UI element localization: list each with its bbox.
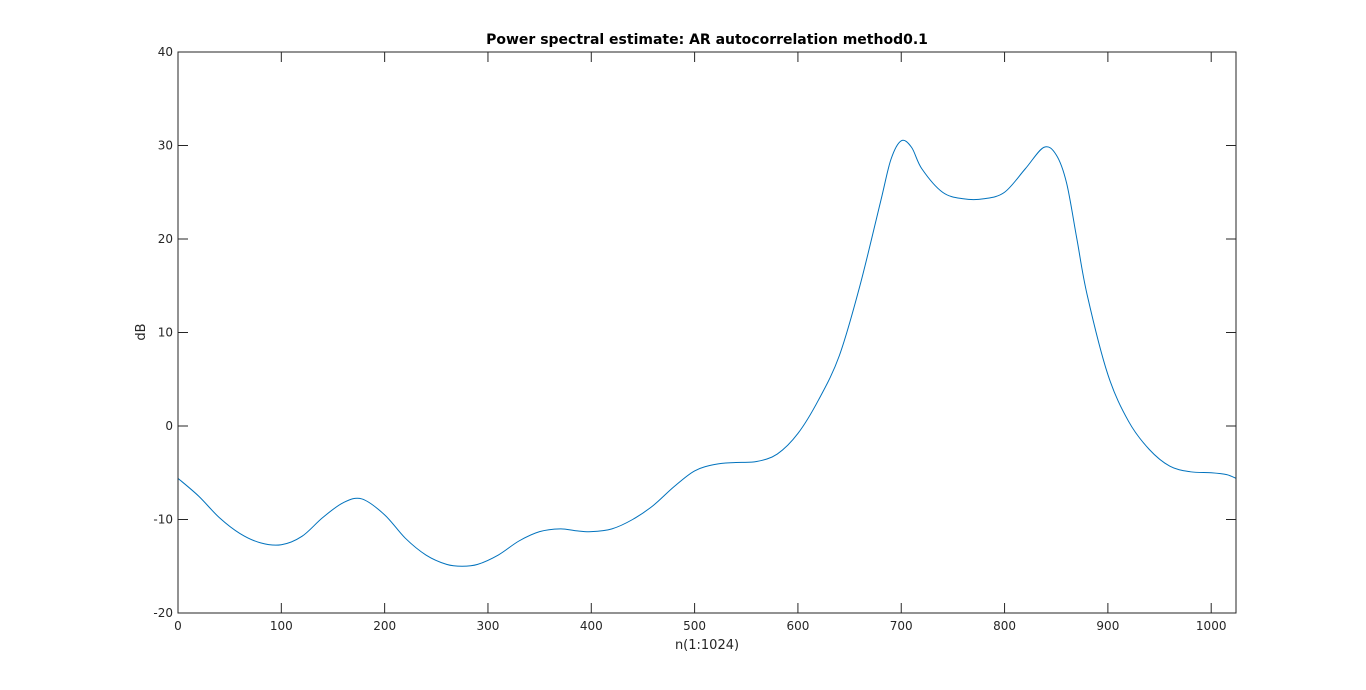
plot-area [178,52,1236,613]
x-tick-label: 500 [683,619,706,633]
y-tick-label: 30 [158,139,173,153]
y-tick-label: -10 [153,513,173,527]
x-axis-label: n(1:1024) [675,638,739,653]
x-tick-label: 300 [477,619,500,633]
y-tick-label: 20 [158,232,173,246]
series-line [177,139,1237,567]
x-tick-label: 1000 [1196,619,1227,633]
axes-box [177,51,1237,614]
y-tick-label: 40 [158,45,173,59]
x-tick-label: 900 [1096,619,1119,633]
y-tick-label: 10 [158,326,173,340]
x-tick-label: 100 [270,619,293,633]
y-axis-label: dB [134,323,149,340]
x-axis: 0 100 200 300 400 500 600 700 800 900 1000 [174,52,1226,633]
x-tick-label: 0 [174,619,182,633]
x-tick-label: 700 [890,619,913,633]
x-tick-label: 800 [993,619,1016,633]
x-tick-label: 400 [580,619,603,633]
y-tick-label: -20 [153,606,173,620]
y-tick-label: 0 [165,419,173,433]
x-tick-label: 200 [373,619,396,633]
chart-title: Power spectral estimate: AR autocorrelat… [486,32,928,48]
x-tick-label: 600 [786,619,809,633]
y-axis: -20 -10 0 10 20 30 40 [153,45,1236,620]
